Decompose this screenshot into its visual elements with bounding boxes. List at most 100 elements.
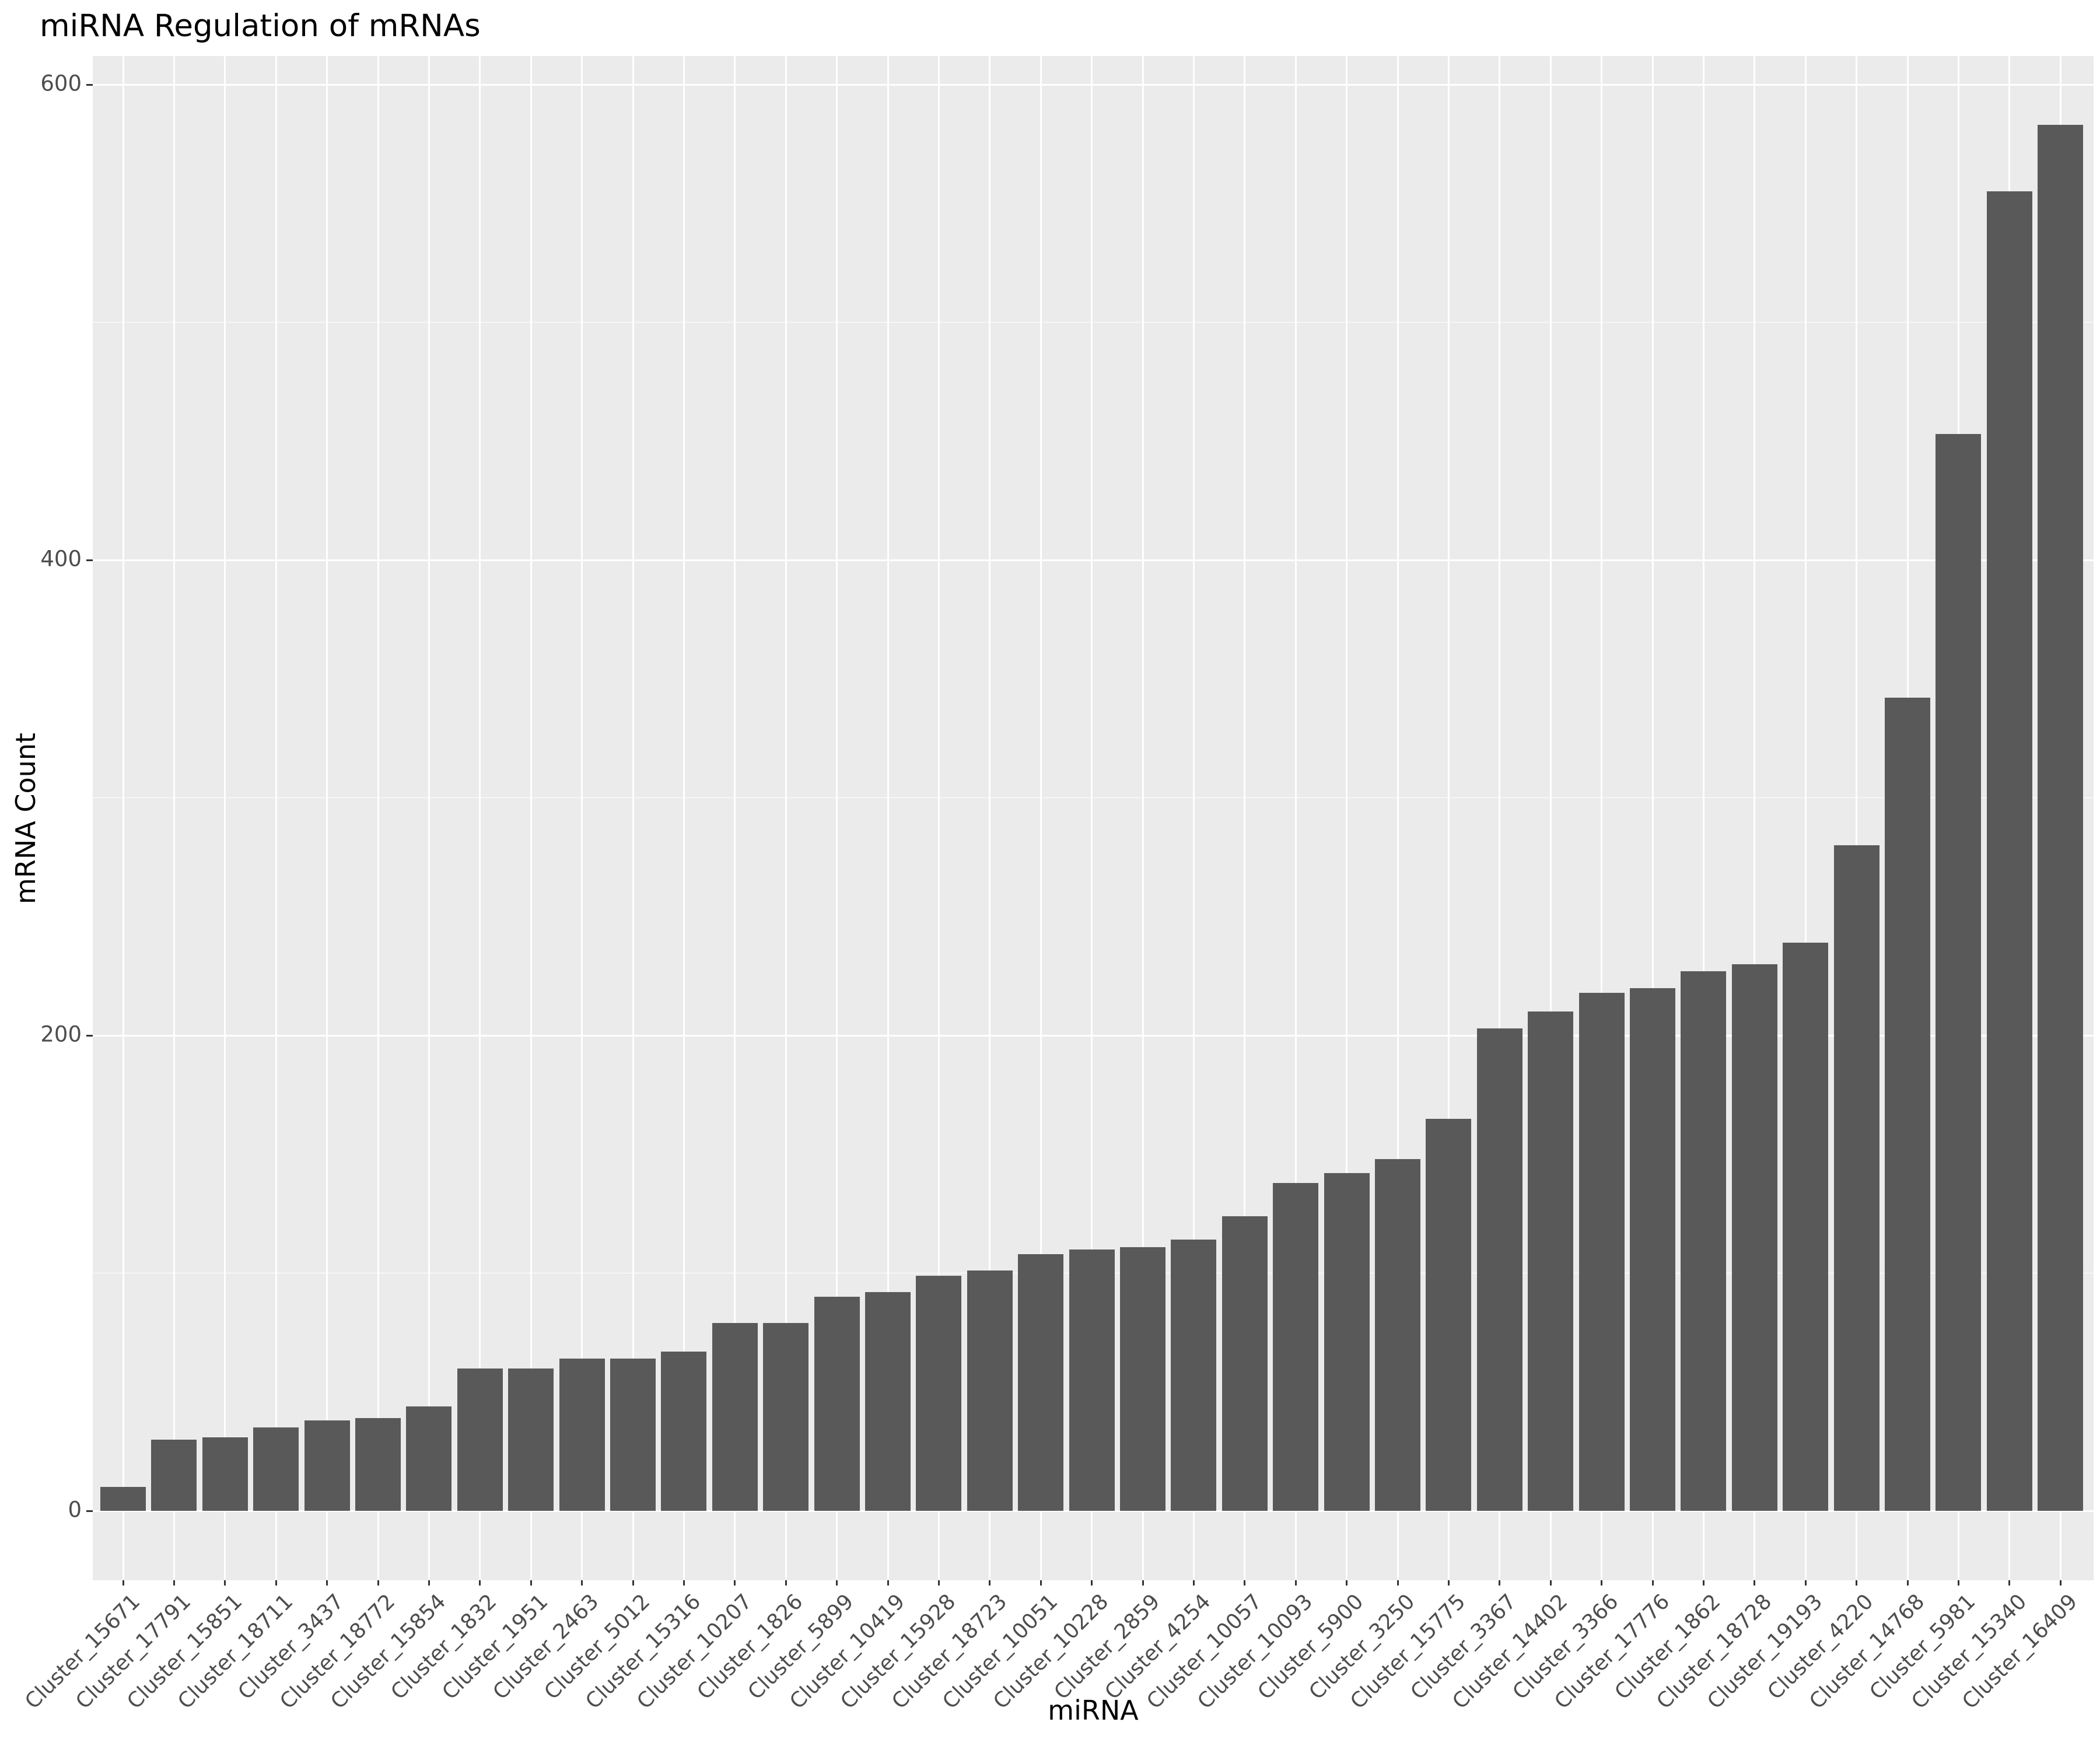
bar-Cluster_10228	[1069, 1249, 1115, 1511]
gridline-vertical	[887, 56, 889, 1580]
gridline-vertical	[682, 56, 685, 1580]
gridline-vertical	[937, 56, 940, 1580]
x-tick-mark	[1702, 1580, 1704, 1586]
bar-Cluster_18711	[253, 1427, 299, 1511]
x-tick-mark	[1499, 1580, 1501, 1586]
gridline-vertical	[1244, 56, 1246, 1580]
x-tick-mark	[428, 1580, 430, 1586]
gridline-vertical	[1804, 56, 1807, 1580]
gridline-vertical	[734, 56, 736, 1580]
x-tick-mark	[1294, 1580, 1297, 1586]
x-tick-mark	[2059, 1580, 2062, 1586]
x-tick-mark	[1396, 1580, 1399, 1586]
x-tick-mark	[326, 1580, 328, 1586]
x-tick-mark	[224, 1580, 226, 1586]
bar-Cluster_18728	[1731, 964, 1777, 1511]
x-tick-mark	[632, 1580, 634, 1586]
y-tick-mark	[86, 1034, 93, 1037]
bar-Cluster_4220	[1833, 845, 1880, 1511]
x-tick-mark	[1244, 1580, 1246, 1586]
bar-Cluster_2463	[559, 1359, 605, 1511]
gridline-vertical	[836, 56, 838, 1580]
x-tick-mark	[1856, 1580, 1858, 1586]
x-tick-mark	[887, 1580, 889, 1586]
y-tick-label: 200	[40, 1021, 82, 1047]
x-tick-mark	[937, 1580, 940, 1586]
gridline-vertical	[632, 56, 634, 1580]
gridline-vertical	[377, 56, 379, 1580]
bar-Cluster_15775	[1426, 1118, 1472, 1511]
y-tick-label: 600	[40, 71, 82, 96]
gridline-vertical	[1754, 56, 1756, 1580]
bar-Cluster_15340	[1986, 191, 2032, 1511]
x-tick-mark	[1346, 1580, 1348, 1586]
gridline-vertical	[428, 56, 430, 1580]
bar-Cluster_3250	[1375, 1158, 1420, 1511]
x-tick-mark	[1091, 1580, 1093, 1586]
gridline-vertical	[122, 56, 124, 1580]
bar-Cluster_3366	[1578, 992, 1625, 1511]
bar-Cluster_10207	[712, 1323, 758, 1511]
x-tick-mark	[1651, 1580, 1654, 1586]
y-tick-mark	[86, 559, 93, 561]
x-tick-mark	[1906, 1580, 1909, 1586]
y-axis-title: mRNA Count	[10, 732, 41, 904]
gridline-vertical	[989, 56, 991, 1580]
bar-Cluster_10057	[1222, 1216, 1268, 1511]
bar-Cluster_5900	[1324, 1173, 1370, 1511]
bar-Cluster_17791	[151, 1439, 197, 1511]
plot-panel	[93, 56, 2094, 1580]
gridline-major	[93, 1510, 2094, 1512]
x-tick-mark	[989, 1580, 991, 1586]
bar-Cluster_2859	[1120, 1247, 1166, 1511]
bar-Cluster_10051	[1018, 1254, 1064, 1511]
bar-Cluster_15316	[661, 1351, 707, 1511]
x-tick-mark	[275, 1580, 277, 1586]
y-tick-label: 0	[68, 1497, 82, 1522]
gridline-vertical	[1549, 56, 1552, 1580]
bar-Cluster_16409	[2038, 125, 2084, 1511]
gridline-vertical	[224, 56, 226, 1580]
bar-Cluster_1951	[508, 1368, 554, 1511]
bar-Cluster_14402	[1528, 1012, 1574, 1511]
x-tick-mark	[1804, 1580, 1807, 1586]
gridline-vertical	[581, 56, 583, 1580]
x-tick-mark	[1601, 1580, 1603, 1586]
bar-Cluster_1862	[1681, 971, 1727, 1511]
bar-Cluster_5981	[1936, 434, 1982, 1511]
x-tick-mark	[122, 1580, 124, 1586]
x-tick-mark	[682, 1580, 685, 1586]
gridline-vertical	[1601, 56, 1603, 1580]
gridline-vertical	[530, 56, 532, 1580]
bar-Cluster_5012	[610, 1359, 656, 1511]
x-tick-mark	[734, 1580, 736, 1586]
bar-Cluster_10093	[1273, 1182, 1319, 1511]
x-tick-mark	[1957, 1580, 1959, 1586]
bar-Cluster_17776	[1630, 988, 1675, 1511]
x-tick-mark	[2008, 1580, 2011, 1586]
bar-Cluster_18723	[967, 1270, 1013, 1511]
x-tick-mark	[173, 1580, 175, 1586]
gridline-vertical	[173, 56, 175, 1580]
gridline-vertical	[1856, 56, 1858, 1580]
x-tick-mark	[1447, 1580, 1450, 1586]
gridline-vertical	[1651, 56, 1654, 1580]
gridline-vertical	[326, 56, 328, 1580]
x-tick-mark	[479, 1580, 481, 1586]
x-tick-mark	[377, 1580, 379, 1586]
gridline-vertical	[1702, 56, 1704, 1580]
x-tick-mark	[530, 1580, 532, 1586]
gridline-major	[93, 559, 2094, 561]
y-tick-label: 400	[40, 546, 82, 572]
x-tick-mark	[1549, 1580, 1552, 1586]
gridline-vertical	[275, 56, 277, 1580]
gridline-vertical	[1142, 56, 1144, 1580]
bar-Cluster_15851	[202, 1437, 248, 1511]
bar-Cluster_14768	[1885, 698, 1930, 1511]
y-tick-mark	[86, 1510, 93, 1512]
gridline-vertical	[1396, 56, 1399, 1580]
x-tick-mark	[836, 1580, 838, 1586]
gridline-vertical	[1499, 56, 1501, 1580]
gridline-vertical	[479, 56, 481, 1580]
